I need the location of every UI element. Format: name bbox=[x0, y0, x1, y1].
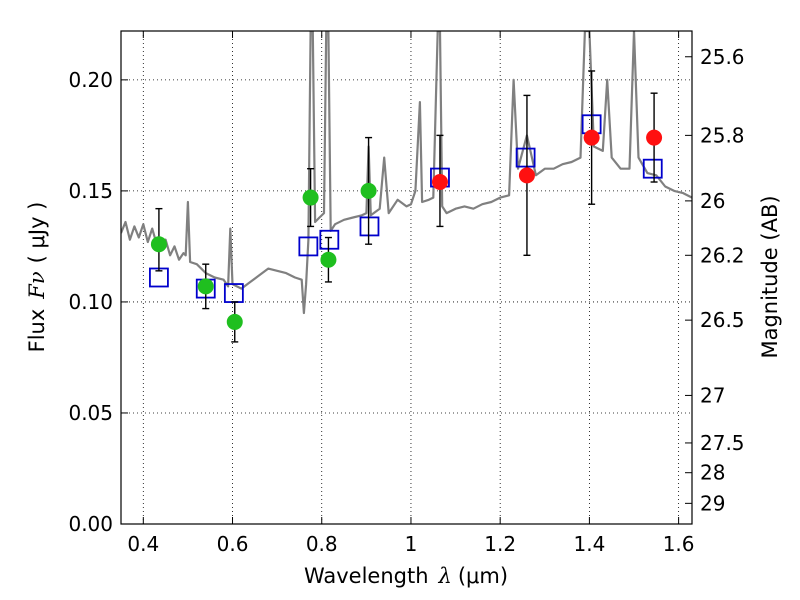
y2-axis-label: Magnitude (AB) bbox=[758, 195, 782, 358]
observed-point bbox=[197, 278, 214, 295]
mag-tick-label: 25.6 bbox=[700, 45, 745, 69]
x-axis-symbol: λ bbox=[438, 564, 452, 588]
y-axis-unit: ( μJy ) bbox=[25, 202, 49, 264]
mag-tick-label: 29 bbox=[700, 491, 725, 515]
model-photometry-square bbox=[298, 236, 319, 257]
x-tick-label: 1.4 bbox=[573, 532, 605, 556]
observed-point bbox=[583, 129, 600, 146]
model-photometry-square bbox=[359, 216, 380, 237]
y-tick-label: 0.20 bbox=[68, 68, 113, 92]
model-spectrum-line bbox=[121, 31, 692, 315]
observed-point bbox=[302, 189, 319, 206]
model-photometry-square bbox=[642, 158, 663, 179]
mag-tick-label: 25.8 bbox=[700, 123, 745, 147]
y-axis-symbol: Fν bbox=[25, 271, 49, 300]
x-axis-label: Wavelength λ (μm) bbox=[304, 564, 508, 588]
plot-frame bbox=[120, 30, 693, 525]
y-axis-label-word: Flux bbox=[25, 309, 49, 353]
x-tick-label: 1.2 bbox=[484, 532, 516, 556]
mag-tick-label: 27 bbox=[700, 383, 725, 407]
observed-point bbox=[518, 167, 535, 184]
x-tick-label: 1.6 bbox=[663, 532, 695, 556]
mag-tick-label: 27.5 bbox=[700, 431, 745, 455]
observed-point bbox=[360, 182, 377, 199]
axis-ticks: 0.4 0.6 0.8 1 1.2 1.4 1.6 0.00 0.05 0.10 0.15 0.20 2… bbox=[68, 31, 745, 556]
observed-point bbox=[226, 313, 243, 330]
y-tick-label: 0.00 bbox=[68, 512, 113, 536]
observed-point bbox=[646, 129, 663, 146]
mag-tick-label: 26 bbox=[700, 189, 725, 213]
x-tick-label: 0.4 bbox=[127, 532, 159, 556]
x-tick-label: 0.6 bbox=[217, 532, 249, 556]
plot-area bbox=[121, 31, 692, 343]
mag-tick-label: 26.2 bbox=[700, 243, 745, 267]
observed-point bbox=[431, 174, 448, 191]
observed-point bbox=[150, 236, 167, 253]
mag-tick-label: 26.5 bbox=[700, 308, 745, 332]
observed-point bbox=[320, 251, 337, 268]
x-axis-unit: (μm) bbox=[458, 564, 508, 588]
y-tick-label: 0.10 bbox=[68, 290, 113, 314]
y-tick-label: 0.15 bbox=[68, 179, 113, 203]
x-tick-label: 0.8 bbox=[306, 532, 338, 556]
mag-tick-label: 28 bbox=[700, 461, 725, 485]
x-tick-label: 1 bbox=[405, 532, 418, 556]
x-axis-label-word: Wavelength bbox=[304, 564, 429, 588]
y-axis-label: Flux Fν ( μJy ) bbox=[25, 202, 49, 353]
y-tick-label: 0.05 bbox=[68, 401, 113, 425]
model-photometry-square bbox=[515, 147, 536, 168]
model-photometry-square bbox=[319, 229, 340, 250]
